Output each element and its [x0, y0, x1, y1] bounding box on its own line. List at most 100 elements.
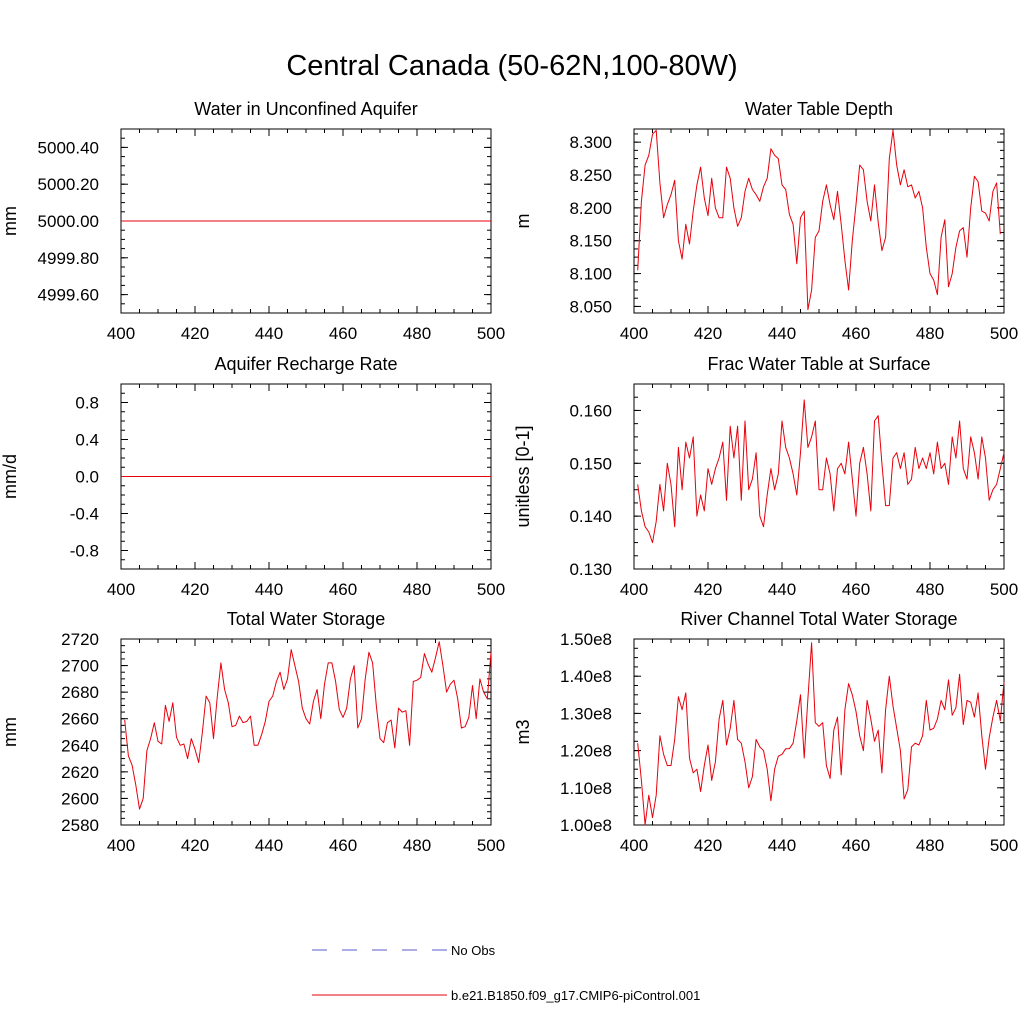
x-tick-label: 420	[181, 580, 209, 599]
panel-title: Aquifer Recharge Rate	[214, 354, 397, 374]
y-tick-label: 0.150	[569, 454, 612, 473]
y-tick-label: 2580	[61, 816, 99, 835]
y-axis-label: mm	[0, 206, 20, 236]
x-tick-label: 480	[403, 324, 431, 343]
plot-frame	[120, 638, 492, 826]
y-axis-label: unitless [0-1]	[513, 425, 533, 527]
x-tick-label: 500	[990, 580, 1018, 599]
y-axis-label: m	[513, 214, 533, 229]
panel-title: Total Water Storage	[227, 609, 385, 629]
x-tick-label: 440	[255, 580, 283, 599]
x-tick-label: 440	[768, 836, 796, 855]
y-tick-label: 1.30e8	[560, 704, 612, 723]
y-tick-label: 2720	[61, 630, 99, 649]
panel-3: 400 420 440 460 480 500 -0.8 -0.4 0.0 0.4 0.8 Aquif…	[0, 354, 505, 599]
x-tick-label: 480	[403, 580, 431, 599]
panel-6: 400 420 440 460 480 500 1.00e8 1.10e8 1.20e8 1.30…	[513, 609, 1018, 855]
y-tick-label: 2700	[61, 657, 99, 676]
legend: No Obs b.e21.B1850.f09_g17.CMIP6-piContro…	[312, 943, 700, 1003]
x-tick-label: 460	[842, 324, 870, 343]
y-tick-label: 1.00e8	[560, 816, 612, 835]
y-axis-label: m3	[513, 719, 533, 744]
y-tick-label: 5000.00	[38, 212, 99, 231]
y-tick-label: 4999.60	[38, 286, 99, 305]
y-axis-label: mm	[0, 717, 20, 747]
y-tick-label: 8.200	[569, 199, 612, 218]
x-tick-label: 400	[107, 580, 135, 599]
series-line	[637, 129, 1001, 311]
y-tick-label: -0.8	[70, 542, 99, 561]
y-tick-label: 0.160	[569, 401, 612, 420]
x-tick-label: 420	[694, 580, 722, 599]
panel-4: 400 420 440 460 480 500 0.130 0.140 0.150 0.160 Fr…	[513, 354, 1018, 599]
x-tick-label: 500	[990, 324, 1018, 343]
y-tick-label: 1.40e8	[560, 667, 612, 686]
x-tick-label: 400	[620, 324, 648, 343]
x-tick-label: 480	[403, 836, 431, 855]
y-tick-label: 8.300	[569, 133, 612, 152]
x-tick-label: 460	[329, 836, 357, 855]
x-tick-label: 480	[916, 580, 944, 599]
x-tick-label: 440	[768, 324, 796, 343]
x-tick-label: 500	[477, 324, 505, 343]
y-tick-label: 2680	[61, 683, 99, 702]
series-line	[124, 641, 492, 810]
x-tick-label: 460	[842, 580, 870, 599]
y-tick-label: -0.4	[70, 505, 99, 524]
y-tick-label: 0.140	[569, 507, 612, 526]
y-tick-label: 0.130	[569, 560, 612, 579]
figure-title: Central Canada (50-62N,100-80W)	[286, 50, 738, 82]
panel-5: 400 420 440 460 480 500 2580 2600 2620 2640 2660 26…	[0, 609, 505, 855]
x-tick-label: 440	[255, 324, 283, 343]
panel-1: 400 420 440 460 480 500 4999.60 4999.80 5000.00 5…	[0, 99, 505, 343]
y-tick-label: 2660	[61, 710, 99, 729]
y-tick-label: 0.8	[75, 394, 99, 413]
x-tick-label: 440	[768, 580, 796, 599]
series-line	[637, 399, 1005, 544]
x-tick-label: 420	[694, 324, 722, 343]
x-tick-label: 460	[329, 324, 357, 343]
legend-obs-label: No Obs	[451, 943, 496, 958]
panel-title: River Channel Total Water Storage	[680, 609, 957, 629]
series-line	[637, 642, 1005, 826]
y-tick-label: 8.100	[569, 265, 612, 284]
y-axis-label: mm/d	[0, 454, 20, 499]
panel-title: Water Table Depth	[745, 99, 893, 119]
x-tick-label: 420	[181, 836, 209, 855]
y-tick-label: 5000.20	[38, 175, 99, 194]
x-tick-label: 440	[255, 836, 283, 855]
panel-title: Frac Water Table at Surface	[707, 354, 930, 374]
y-tick-label: 8.250	[569, 166, 612, 185]
plot-frame	[633, 383, 1005, 570]
y-tick-label: 5000.40	[38, 138, 99, 157]
y-tick-label: 0.4	[75, 431, 99, 450]
x-tick-label: 400	[107, 324, 135, 343]
x-tick-label: 420	[181, 324, 209, 343]
x-tick-label: 400	[620, 836, 648, 855]
x-tick-label: 420	[694, 836, 722, 855]
y-tick-label: 4999.80	[38, 249, 99, 268]
y-tick-label: 1.20e8	[560, 742, 612, 761]
x-tick-label: 460	[842, 836, 870, 855]
panel-2: 400 420 440 460 480 500 8.050 8.100 8.150 8.200 8.…	[513, 99, 1018, 343]
y-tick-label: 1.50e8	[560, 630, 612, 649]
x-tick-label: 480	[916, 324, 944, 343]
x-tick-label: 500	[990, 836, 1018, 855]
plot-frame	[633, 638, 1005, 826]
x-tick-label: 480	[916, 836, 944, 855]
y-tick-label: 0.0	[75, 468, 99, 487]
y-tick-label: 8.050	[569, 297, 612, 316]
y-tick-label: 2640	[61, 736, 99, 755]
x-tick-label: 400	[107, 836, 135, 855]
panel-title: Water in Unconfined Aquifer	[194, 99, 417, 119]
x-tick-label: 460	[329, 580, 357, 599]
x-tick-label: 400	[620, 580, 648, 599]
y-tick-label: 8.150	[569, 232, 612, 251]
y-tick-label: 2620	[61, 763, 99, 782]
x-tick-label: 500	[477, 836, 505, 855]
y-tick-label: 1.10e8	[560, 779, 612, 798]
x-tick-label: 500	[477, 580, 505, 599]
legend-model-label: b.e21.B1850.f09_g17.CMIP6-piControl.001	[451, 988, 700, 1003]
y-tick-label: 2600	[61, 789, 99, 808]
